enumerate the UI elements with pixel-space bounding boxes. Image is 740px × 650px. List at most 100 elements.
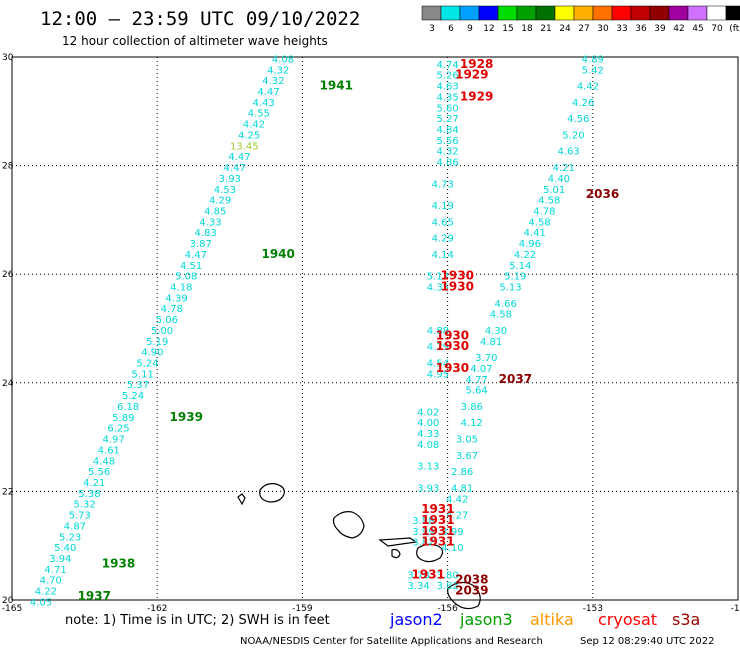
wave-height-point: 5.60 [436,103,458,114]
wave-height-point: 3.93 [219,174,241,185]
wave-height-point: 4.81 [480,337,502,348]
wave-height-point: 5.01 [543,185,565,196]
color-bar-swatch [592,5,613,21]
color-bar-label: 6 [448,24,454,34]
wave-height-point: 4.42 [577,82,599,93]
color-bar-label: 42 [673,24,684,34]
color-bar-swatch [668,5,689,21]
wave-height-point: 4.21 [553,163,575,174]
time-label: 1931 [421,502,454,516]
wave-height-point: 4.22 [514,250,536,261]
time-label: 2036 [586,187,619,201]
wave-height-point: 4.19 [432,201,454,212]
wave-height-point: 4.32 [436,147,458,158]
time-label: 1939 [170,410,203,424]
wave-height-point: 3.99 [441,527,463,538]
time-label: 1931 [421,535,454,549]
wave-height-point: 3.05 [456,435,478,446]
color-bar-swatch [611,5,632,21]
time-label: 2038 [455,573,488,587]
mission-legend-item: jason2 [389,610,443,629]
wave-height-point: 4.83 [194,228,216,239]
color-bar-swatch [573,5,594,21]
color-bar-swatch [554,5,575,21]
wave-height-point: 3.82 [412,538,434,549]
time-label: 2037 [499,372,532,386]
color-bar-swatch [440,5,461,21]
wave-height-point: 4.53 [214,185,236,196]
wave-height-point: 4.00 [417,418,439,429]
color-bar-label: 27 [578,24,589,34]
x-tick-label: -156 [437,604,458,614]
color-bar-label: 30 [597,24,609,34]
wave-height-point: 2.86 [451,467,473,478]
wave-height-point: 4.35 [427,282,449,293]
time-label: 2039 [455,584,488,598]
wave-height-point: 3.99 [412,527,434,538]
footer-credit: NOAA/NESDIS Center for Satellite Applica… [240,636,543,647]
wave-height-point: 4.56 [567,114,589,125]
wave-height-point: 4.88 [427,326,449,337]
wave-height-point: 3.82 [436,581,458,592]
y-axis-ticks: 30 28 26 24 22 20 [2,53,14,606]
wave-height-point: 3.78 [407,570,429,581]
time-label: 1931 [412,567,445,581]
wave-height-point: 5.32 [73,500,95,511]
wave-height-point: 6.25 [107,424,129,435]
time-label: 1929 [460,89,493,103]
mission-legend-item: s3a [672,610,700,629]
wave-height-point: 4.77 [466,375,488,386]
wave-height-point: 4.43 [253,98,275,109]
wave-height-point: 3.67 [456,451,478,462]
wave-height-point: 4.58 [538,196,560,207]
time-label: 1938 [102,556,135,570]
wave-height-point: 4.84 [436,125,458,136]
wave-height-point: 4.42 [243,120,265,131]
wave-height-point: 4.32 [267,65,289,76]
wave-height-point: 5.14 [509,261,531,272]
wave-height-point: 5.08 [175,272,197,283]
color-bar-label: 24 [559,24,571,34]
wave-height-point: 4.33 [417,429,439,440]
wave-height-point: 3.87 [190,239,212,250]
mission-legend-item: jason3 [459,610,513,629]
wave-height-point: 4.30 [485,326,507,337]
wave-height-point: 3.93 [417,483,439,494]
wave-height-point: 4.47 [185,250,207,261]
wave-height-point: 13.45 [230,141,259,152]
wave-height-point: 4.71 [44,565,66,576]
color-bar-label: 21 [540,24,551,34]
wave-height-point: 4.12 [461,418,483,429]
wave-height-point: 4.74 [436,60,458,71]
y-tick-label: 22 [2,487,13,497]
color-bar-label: 33 [616,24,627,34]
color-bar-label: 9 [467,24,473,34]
mission-legend-item: cryosat [598,610,657,629]
wave-height-point: 4.58 [528,217,550,228]
wave-height-point: 5.56 [436,136,458,147]
wave-height-point: 5.42 [582,65,604,76]
x-tick-label: -159 [292,604,313,614]
wave-height-point: 4.66 [495,299,517,310]
wave-height-point: 3.80 [436,570,458,581]
time-label: 1928 [460,57,493,71]
time-label: 1937 [78,589,111,603]
color-bar-swatch [535,5,556,21]
wave-height-point: 4.25 [238,130,260,141]
y-tick-label: 30 [2,53,14,63]
time-label: 1930 [436,339,469,353]
wave-height-point: 4.40 [548,174,570,185]
page-subtitle: 12 hour collection of altimeter wave hei… [62,34,328,48]
time-label: 1941 [320,79,353,93]
time-label: 1930 [441,279,474,293]
wave-height-point: 5.20 [562,130,584,141]
y-tick-label: 28 [2,162,14,172]
wave-height-point: 4.41 [524,228,546,239]
wave-height-point: 4.47 [224,163,246,174]
wave-height-point: 4.63 [557,147,579,158]
wave-height-point: 5.27 [436,114,458,125]
x-tick-label: -153 [583,604,603,614]
wave-height-point: 4.08 [272,54,294,65]
wave-height-point: 4.51 [180,261,202,272]
